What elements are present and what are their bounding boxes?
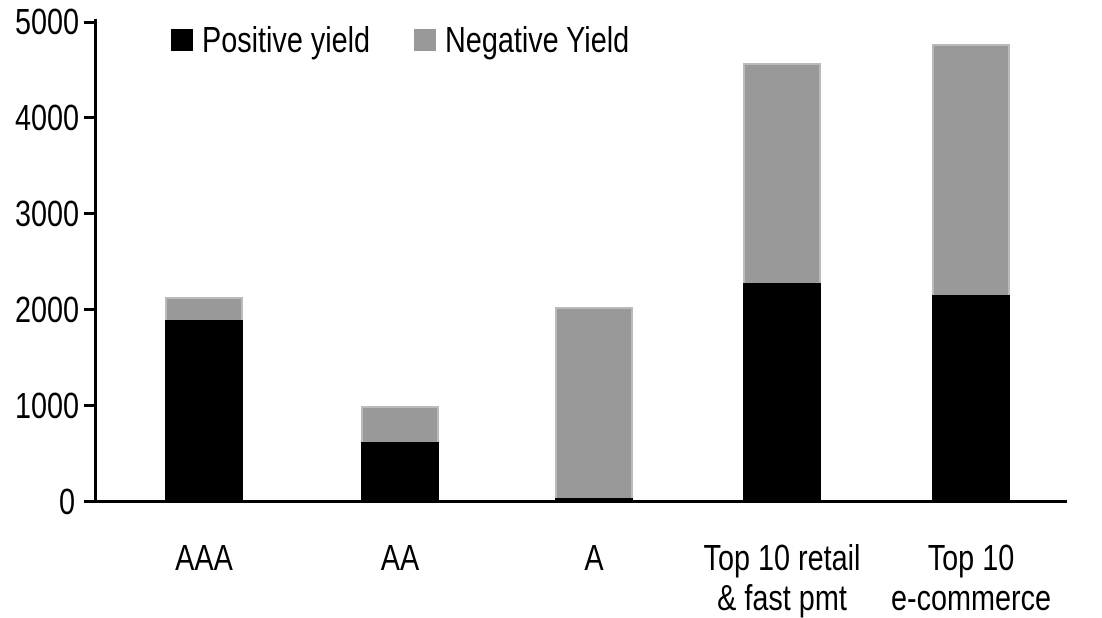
legend-item-positive-yield: Positive yield (171, 19, 412, 60)
x-axis-category-label: Top 10 e-commerce (890, 537, 1052, 618)
y-axis-tick (84, 116, 95, 120)
bar-segment-positive (932, 295, 1010, 503)
y-axis-tick (84, 212, 95, 216)
bar-segment-negative (932, 44, 1010, 296)
bar-segment-positive (165, 320, 243, 503)
y-axis-tick-label: 0 (58, 480, 75, 522)
bar-segment-negative (555, 306, 633, 498)
y-axis-tick-label: 1000 (15, 384, 80, 426)
x-axis-category-label: A (584, 537, 604, 578)
bar-segment-positive (555, 497, 633, 503)
y-axis-tick-label: 4000 (15, 96, 80, 138)
legend-label-positive: Positive yield (202, 19, 371, 60)
legend-label-negative: Negative Yield (445, 19, 630, 60)
bar-segment-negative (743, 63, 821, 283)
y-axis-tick (84, 500, 95, 503)
y-axis-tick (84, 308, 95, 312)
bar-segment-negative (165, 297, 243, 321)
bar-segment-positive (361, 442, 439, 503)
bar-segment-negative (361, 405, 439, 443)
y-axis-tick (84, 404, 95, 408)
x-axis-category-label: AAA (175, 537, 233, 578)
y-axis-tick-label: 3000 (15, 192, 80, 234)
y-axis-tick-label: 2000 (15, 288, 80, 330)
y-axis-line (94, 19, 97, 503)
y-axis-tick-label: 5000 (15, 1, 80, 42)
bar-segment-positive (743, 282, 821, 503)
y-axis-tick (84, 20, 95, 24)
legend-swatch-positive (171, 29, 193, 51)
x-axis-category-label: Top 10 retail & fast pmt (703, 537, 861, 618)
legend-item-negative-yield: Negative Yield (414, 19, 675, 60)
x-axis-category-label: AA (380, 537, 420, 578)
legend-swatch-negative (414, 29, 436, 51)
